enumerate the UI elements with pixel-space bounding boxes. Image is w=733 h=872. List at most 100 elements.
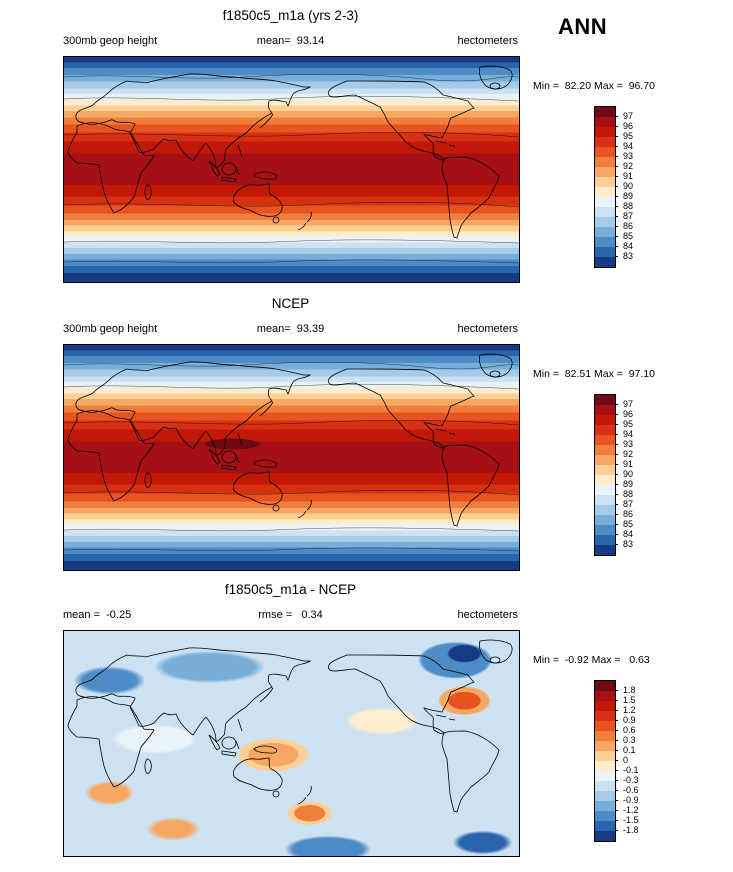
colorbar-tickmark	[615, 126, 618, 127]
colorbar-tickmark	[615, 414, 618, 415]
colorbar-tick-label: 94	[623, 429, 634, 439]
colorbar-swatch	[595, 781, 615, 791]
panel-model: f1850c5_m1a (yrs 2-3) 300mb geop height …	[0, 8, 733, 298]
colorbar-swatch	[595, 415, 615, 425]
coastline-overlay	[64, 65, 519, 264]
colorbar-tick-label: 91	[623, 459, 634, 469]
colorbar-swatch	[595, 107, 615, 117]
colorbar-tick-label: 91	[623, 171, 634, 181]
map-ncep	[63, 344, 520, 571]
colorbar-tick-label: 0.6	[623, 725, 636, 735]
colorbar-tick-label: 83	[623, 251, 634, 261]
colorbar-swatch	[595, 207, 615, 217]
colorbar-swatch	[595, 721, 615, 731]
colorbar-swatch	[595, 475, 615, 485]
colorbar-tickmark	[615, 534, 618, 535]
panel-difference: f1850c5_m1a - NCEP mean = -0.25 rmse = 0…	[0, 582, 733, 872]
colorbar-tick-label: -1.8	[623, 825, 639, 835]
colorbar-tick-label: 92	[623, 161, 634, 171]
colorbar-tick-label: 97	[623, 399, 634, 409]
colorbar-swatch	[595, 761, 615, 771]
colorbar-tickmark	[615, 720, 618, 721]
colorbar-tick-label: -0.1	[623, 765, 639, 775]
colorbar-tickmark	[615, 186, 618, 187]
colorbar-tick-label: 89	[623, 479, 634, 489]
colorbar-swatch	[595, 217, 615, 227]
colorbar-swatch	[595, 157, 615, 167]
colorbar-tickmark	[615, 196, 618, 197]
colorbar-tickmark	[615, 424, 618, 425]
colorbar-tickmark	[615, 116, 618, 117]
colorbar-tick-label: 84	[623, 529, 634, 539]
mean-label: mean= 93.39	[256, 323, 325, 335]
colorbar-tickmark	[615, 484, 618, 485]
colorbar-tick-label: 1.5	[623, 695, 636, 705]
colorbar-tick-label: 0.9	[623, 715, 636, 725]
colorbar-tick-label: 96	[623, 121, 634, 131]
colorbar-swatch	[595, 751, 615, 761]
colorbar-tick-label: 85	[623, 231, 634, 241]
colorbar-tickmark	[615, 206, 618, 207]
coastline-overlay	[64, 353, 519, 552]
colorbar-swatch	[595, 257, 615, 267]
map-model	[63, 56, 520, 283]
colorbar-tick-label: 88	[623, 201, 634, 211]
colorbar-tick-label: 87	[623, 211, 634, 221]
variable-label: 300mb geop height	[63, 323, 158, 335]
colorbar-tickmark	[615, 404, 618, 405]
colorbar-tick-label: 90	[623, 469, 634, 479]
coastline-overlay	[67, 639, 513, 813]
colorbar-swatch	[595, 515, 615, 525]
units-label: hectometers	[457, 323, 519, 335]
colorbar-tickmark	[615, 710, 618, 711]
colorbar-tick-label: 93	[623, 151, 634, 161]
colorbar-swatch	[595, 137, 615, 147]
colorbar-tick-label: 84	[623, 241, 634, 251]
colorbar-tickmark	[615, 226, 618, 227]
units-label: hectometers	[457, 35, 519, 47]
colorbar-swatch	[595, 801, 615, 811]
colorbar-swatch	[595, 771, 615, 781]
colorbar-tick-label: 95	[623, 131, 634, 141]
colorbar-swatch	[595, 395, 615, 405]
colorbar-swatch	[595, 535, 615, 545]
colorbar-tickmark	[615, 740, 618, 741]
colorbar-swatch	[595, 197, 615, 207]
colorbar-tick-label: 0.1	[623, 745, 636, 755]
map-difference	[63, 630, 520, 857]
colorbar-model: 97 96 95 94 93 92 91 90 89 88 87 86 85 84 83	[594, 106, 633, 268]
colorbar-swatch	[595, 741, 615, 751]
minmax-label: Min = 82.51 Max = 97.10	[533, 368, 655, 380]
colorbar-swatch	[595, 465, 615, 475]
minmax-label: Min = -0.92 Max = 0.63	[533, 654, 650, 666]
colorbar-tickmark	[615, 524, 618, 525]
colorbar-tickmark	[615, 216, 618, 217]
colorbar-swatch	[595, 435, 615, 445]
colorbar-tick-label: 96	[623, 409, 634, 419]
colorbar-swatch	[595, 485, 615, 495]
colorbar-swatch	[595, 691, 615, 701]
colorbar-swatch	[595, 227, 615, 237]
colorbar-tickmark	[615, 800, 618, 801]
colorbar-tick-label: 93	[623, 439, 634, 449]
colorbar-tick-label: 88	[623, 489, 634, 499]
colorbar-tickmark	[615, 810, 618, 811]
colorbar-tickmark	[615, 770, 618, 771]
colorbar-tickmark	[615, 780, 618, 781]
colorbar-tickmark	[615, 730, 618, 731]
colorbar-swatch	[595, 405, 615, 415]
colorbar-swatch	[595, 505, 615, 515]
colorbar-tickmark	[615, 166, 618, 167]
colorbar-swatch	[595, 425, 615, 435]
colorbar-tick-label: 1.8	[623, 685, 636, 695]
colorbar-tickmark	[615, 434, 618, 435]
colorbar-tick-label: 1.2	[623, 705, 636, 715]
colorbar-tick-label: 97	[623, 111, 634, 121]
colorbar-swatch	[595, 811, 615, 821]
panel-title: f1850c5_m1a - NCEP	[224, 582, 357, 597]
colorbar-swatch	[595, 147, 615, 157]
colorbar-tickmark	[615, 790, 618, 791]
colorbar-swatch	[595, 247, 615, 257]
colorbar-swatch	[595, 701, 615, 711]
variable-label: 300mb geop height	[63, 35, 158, 47]
